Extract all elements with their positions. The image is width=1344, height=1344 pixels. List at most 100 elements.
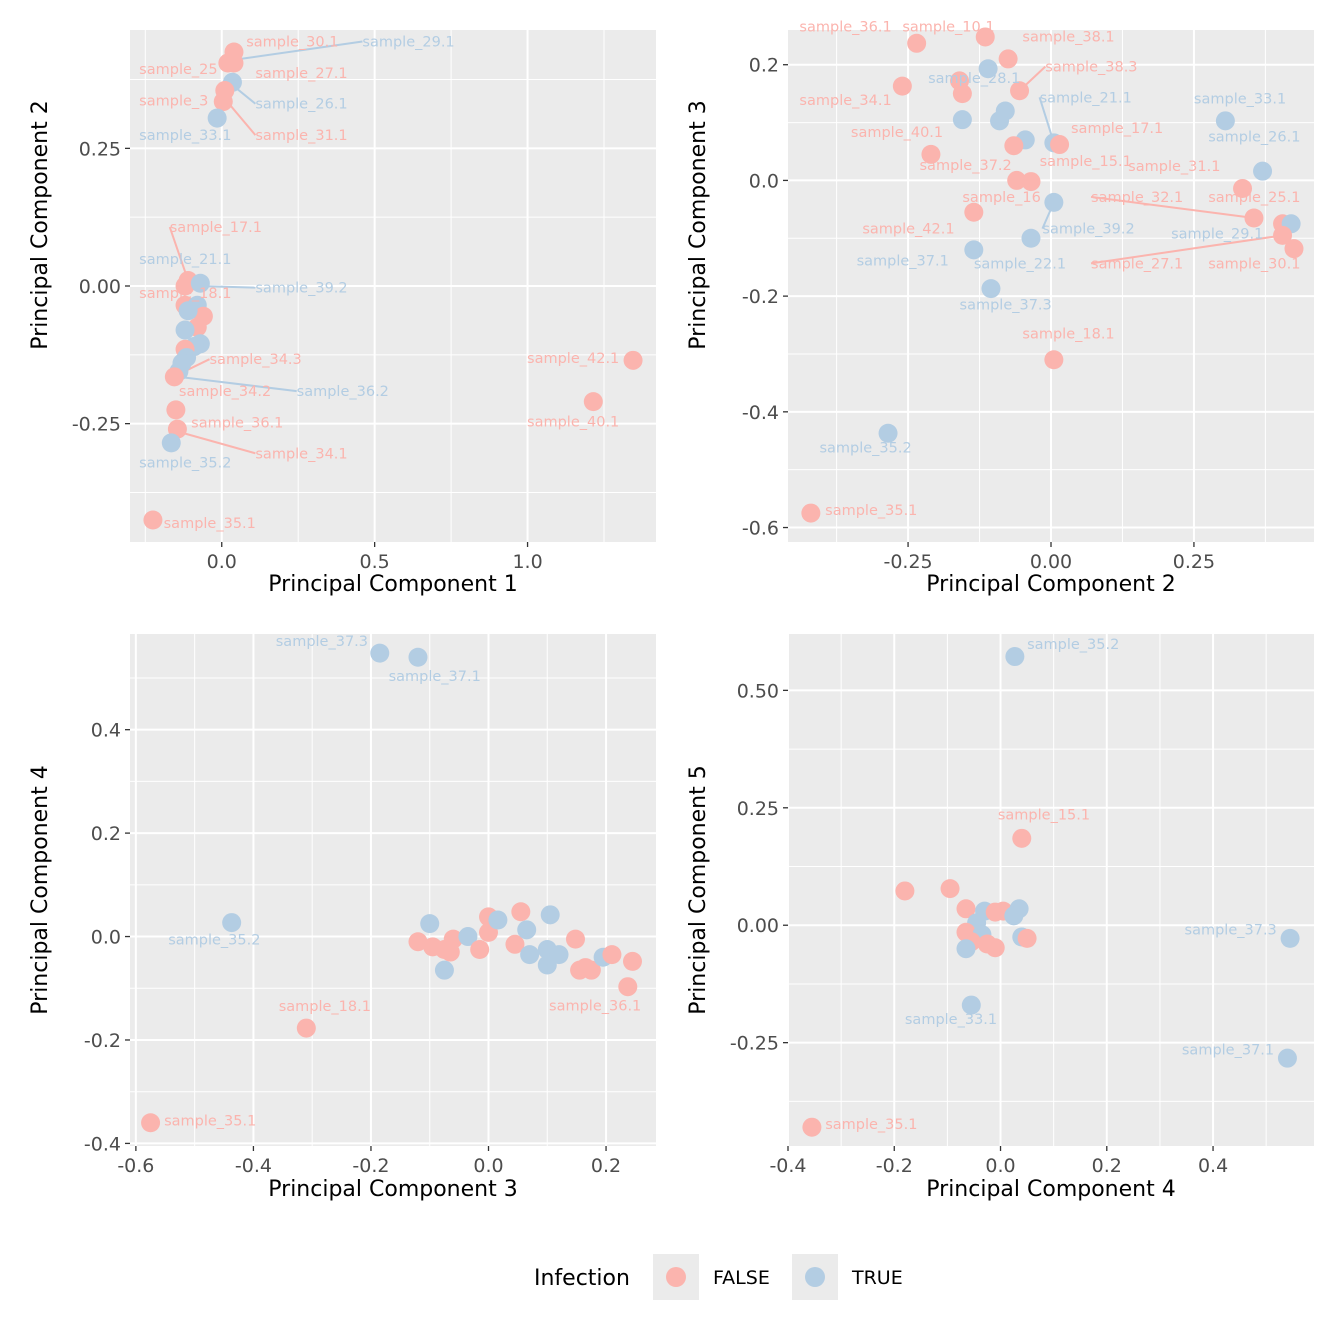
point-label: sample_15.1 — [1040, 154, 1132, 170]
y-tick-label: 0.25 — [79, 138, 121, 160]
data-point-infected — [1005, 647, 1025, 667]
point-label: sample_40.1 — [851, 125, 943, 141]
point-label: sample_35.1 — [825, 503, 917, 519]
panel-background — [788, 634, 1314, 1146]
point-label: sample_32.1 — [1091, 190, 1183, 206]
x-tick-label: -0.2 — [876, 1155, 913, 1177]
point-label: sample_40.1 — [527, 414, 619, 430]
panel-3: -0.6 -0.4 -0.2 0.0 0.2-0.4-0.20.00.20.4Princ… — [28, 634, 656, 1202]
label-leader-line — [1090, 195, 1255, 220]
data-point-uninfected — [213, 92, 233, 112]
point-label: sample_33.1 — [1194, 91, 1286, 107]
data-point-infected — [961, 995, 981, 1015]
data-point-uninfected — [892, 76, 912, 96]
point-label: sample_35.2 — [1027, 637, 1119, 653]
data-point-uninfected — [921, 144, 941, 164]
point-label: sample_28.1 — [928, 71, 1020, 87]
data-point-uninfected — [143, 510, 163, 530]
point-label: sample_29.1 — [1171, 226, 1263, 242]
data-point-infected — [175, 320, 195, 340]
data-point-uninfected — [895, 881, 915, 901]
y-tick-label: 0.00 — [79, 276, 121, 298]
data-point-infected — [1004, 906, 1024, 926]
panel-background — [130, 634, 656, 1146]
point-label: sample_35.1 — [164, 516, 256, 532]
point-label: sample_30.1 — [1208, 256, 1300, 272]
point-label: sample_36.1 — [549, 999, 641, 1015]
panel-1: 0.0 0.5 1.0 -0.25 0.00 0.25 Principal Componen… — [28, 30, 656, 597]
data-point-infected — [207, 108, 227, 128]
data-point-uninfected — [602, 945, 622, 965]
point-label: sample_26.1 — [1208, 130, 1300, 146]
data-point-infected — [956, 939, 976, 959]
panel-2: -0.25 0.00 0.25 -0.6 -0.4 -0.2 0.0 0.2 Principal… — [686, 20, 1314, 597]
data-point-uninfected — [985, 938, 1005, 958]
data-point-uninfected — [1021, 172, 1041, 192]
x-tick-label: 0.4 — [1198, 1155, 1228, 1177]
data-point-infected — [1021, 228, 1041, 248]
point-label: sample_42.1 — [527, 351, 619, 367]
x-tick-label: -0.2 — [352, 1155, 389, 1177]
data-point-uninfected — [1017, 928, 1037, 948]
data-point-uninfected — [470, 939, 490, 959]
data-point-uninfected — [964, 202, 984, 222]
x-axis-title: Principal Component 3 — [268, 1177, 517, 1202]
point-label: sample_38.3 — [1045, 60, 1137, 76]
point-label: sample_36.2 — [297, 384, 389, 400]
point-label: sample_21.1 — [139, 252, 231, 268]
data-point-uninfected — [1244, 208, 1264, 228]
data-point-uninfected — [141, 1113, 161, 1133]
x-tick-label: 0.5 — [360, 551, 390, 573]
y-axis-title: Principal Component 3 — [686, 100, 711, 349]
point-label: sample_35.1 — [825, 1117, 917, 1133]
data-point-uninfected — [801, 503, 821, 523]
point-label: sample_18.1 — [279, 999, 371, 1015]
y-tick-label: 0.0 — [749, 170, 779, 192]
data-point-infected — [1253, 161, 1273, 181]
data-point-infected — [517, 920, 537, 940]
x-tick-label: 0.0 — [207, 551, 237, 573]
point-label: sample_18.1 — [1022, 326, 1114, 342]
label-leader-line — [1090, 234, 1283, 265]
point-label: sample_30.1 — [246, 35, 338, 51]
point-label: sample_15.1 — [998, 808, 1090, 824]
point-label: sample_3 — [139, 93, 208, 109]
legend-label-true: TRUE — [851, 1267, 903, 1289]
data-point-uninfected — [224, 53, 244, 73]
point-label: sample_31.1 — [1128, 159, 1220, 175]
data-point-uninfected — [175, 276, 195, 296]
y-tick-label: -0.25 — [72, 414, 121, 436]
x-tick-label: 0.0 — [985, 1155, 1015, 1177]
label-leader-line — [230, 40, 363, 62]
y-tick-label: 0.50 — [737, 680, 779, 702]
point-label: sample_37.1 — [389, 669, 481, 685]
data-point-infected — [161, 433, 181, 453]
point-label: sample_17.1 — [170, 220, 262, 236]
data-point-uninfected — [1004, 136, 1024, 156]
point-label: sample_38.1 — [1022, 30, 1114, 46]
y-tick-label: -0.6 — [742, 518, 779, 540]
data-point-infected — [370, 643, 390, 663]
point-label: sample_34.1 — [255, 446, 347, 462]
data-point-uninfected — [940, 879, 960, 899]
point-label: sample_36.1 — [799, 20, 891, 36]
data-point-uninfected — [952, 84, 972, 104]
data-point-uninfected — [166, 400, 186, 420]
y-tick-label: 0.25 — [737, 798, 779, 820]
data-point-uninfected — [511, 902, 531, 922]
data-point-uninfected — [1233, 179, 1253, 199]
data-point-uninfected — [618, 977, 638, 997]
point-label: sample_35.1 — [164, 1113, 256, 1129]
point-label: sample_25.1 — [1208, 190, 1300, 206]
point-label: sample_37.2 — [920, 158, 1012, 174]
x-tick-label: 0.2 — [591, 1155, 621, 1177]
x-tick-label: -0.6 — [117, 1155, 154, 1177]
data-point-uninfected — [975, 27, 995, 47]
data-point-uninfected — [998, 49, 1018, 69]
legend-key-true-marker — [805, 1267, 825, 1287]
data-point-infected — [964, 240, 984, 260]
point-label: sample_35.2 — [168, 932, 260, 948]
data-point-uninfected — [565, 929, 585, 949]
